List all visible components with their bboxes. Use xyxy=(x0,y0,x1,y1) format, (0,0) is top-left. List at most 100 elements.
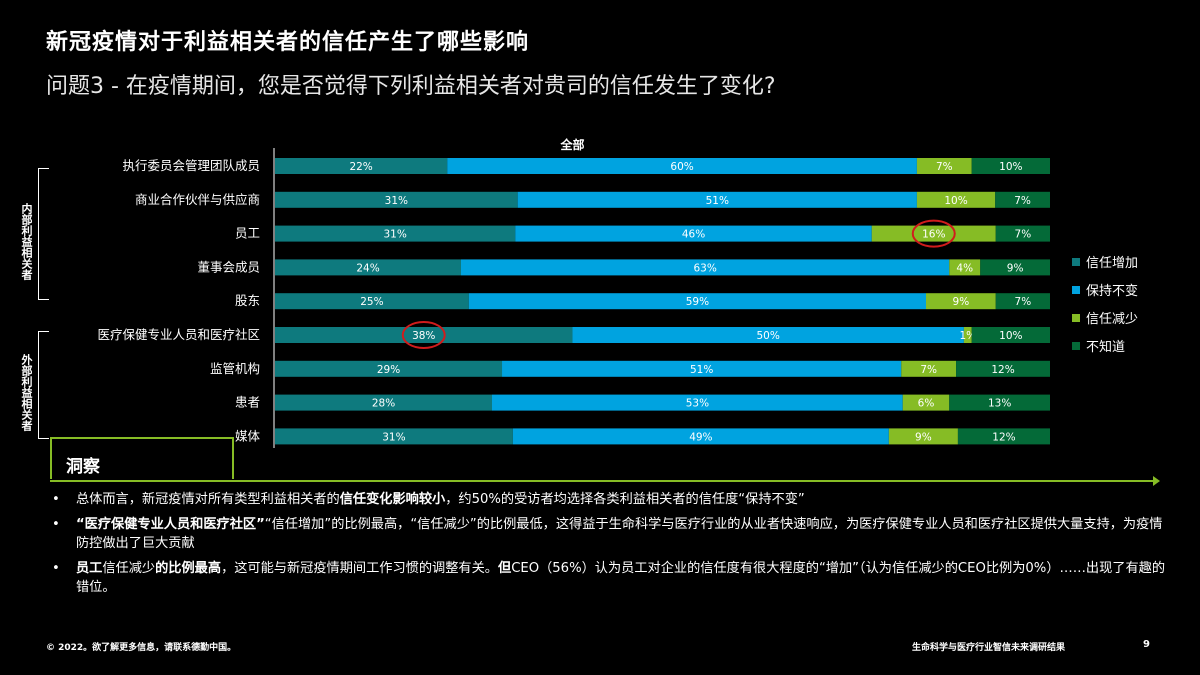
bar-segment xyxy=(502,360,902,377)
bar-value-label: 7% xyxy=(1015,296,1032,308)
bar-segment xyxy=(926,293,996,310)
bar-segment xyxy=(956,360,1050,377)
bar-segment xyxy=(995,293,1050,310)
bar-segment xyxy=(275,327,573,343)
chart-legend: 信任增加保持不变信任减少不知道 xyxy=(1072,252,1138,364)
bar-value-label: 31% xyxy=(385,195,408,207)
page-subtitle: 问题3 - 在疫情期间，您是否觉得下列利益相关者对贵司的信任发生了变化? xyxy=(46,74,776,99)
bar-value-label: 25% xyxy=(360,296,383,308)
legend-item: 保持不变 xyxy=(1072,280,1138,299)
bar-value-label: 12% xyxy=(992,431,1015,443)
insight-bullet: “医疗保健专业人员和医疗社区”“信任增加”的比例最高，“信任减少”的比例最低，这… xyxy=(46,515,1170,553)
bar-segment xyxy=(949,394,1050,411)
legend-label: 保持不变 xyxy=(1086,284,1139,299)
insight-text: 信任减少 xyxy=(102,561,156,576)
bar-segment xyxy=(447,158,917,174)
insight-text: “信任增加”的比例最高，“信任减少”的比例最低，这得益于生命科学与医疗行业的从业… xyxy=(76,517,1163,551)
bar-value-label: 7% xyxy=(1014,195,1031,207)
insight-text: “医疗保健专业人员和医疗社区” xyxy=(76,517,265,532)
bar-segment xyxy=(515,225,872,242)
insight-text: 信任变化影响较小 xyxy=(339,492,446,507)
bar-segment xyxy=(901,360,957,377)
bar-segment xyxy=(888,428,958,445)
bar-segment xyxy=(461,259,950,276)
bar-segment xyxy=(275,428,513,445)
legend-item: 不知道 xyxy=(1072,336,1138,355)
insight-text: 的比例最高 xyxy=(155,561,222,576)
bar-segment xyxy=(275,259,461,276)
category-label: 员工 xyxy=(235,226,260,241)
insight-bullet: 总体而言，新冠疫情对所有类型利益相关者的信任变化影响较小，约50%的受访者均选择… xyxy=(46,490,1170,509)
bar-value-label: 4% xyxy=(956,262,973,274)
chart-title: 全部 xyxy=(559,137,584,152)
bar-value-label: 10% xyxy=(944,195,967,207)
bar-segment xyxy=(275,225,516,242)
category-label: 监管机构 xyxy=(210,361,260,376)
bar-value-label: 12% xyxy=(991,364,1014,376)
insight-text: 员工 xyxy=(76,561,103,576)
bar-segment xyxy=(572,327,964,343)
highlight-circle xyxy=(911,219,956,248)
bar-segment xyxy=(275,158,448,174)
insight-text: ，这可能与新冠疫情期间工作习惯的调整有关。 xyxy=(221,561,498,576)
bar-value-label: 31% xyxy=(383,229,406,241)
bar-segment xyxy=(275,191,518,208)
bar-value-label: 38% xyxy=(412,330,435,342)
bar-value-label: 7% xyxy=(920,364,937,376)
bar-value-label: 49% xyxy=(689,431,712,443)
bar-value-label: 53% xyxy=(686,398,709,410)
internal-group-label: 内部利益相关者 xyxy=(20,203,33,280)
insight-text: 但 xyxy=(498,561,512,576)
bar-value-label: 10% xyxy=(999,330,1022,342)
bar-value-label: 7% xyxy=(936,161,953,173)
legend-item: 信任增加 xyxy=(1072,252,1138,271)
highlight-circle xyxy=(401,321,446,349)
bar-segment xyxy=(492,394,903,411)
bar-value-label: 9% xyxy=(953,296,970,308)
bar-segment xyxy=(949,259,981,276)
bar-value-label: 46% xyxy=(682,229,705,241)
legend-swatch xyxy=(1072,313,1080,322)
bar-segment xyxy=(995,225,1050,242)
bar-value-label: 51% xyxy=(706,195,729,207)
bar-segment xyxy=(971,327,1050,343)
category-label: 媒体 xyxy=(235,428,261,443)
bar-value-label: 29% xyxy=(377,364,400,376)
insight-bullet: 员工信任减少的比例最高，这可能与新冠疫情期间工作习惯的调整有关。但CEO（56%… xyxy=(46,559,1170,597)
bar-segment xyxy=(517,191,917,208)
category-label: 董事会成员 xyxy=(197,259,260,274)
bar-value-label: 60% xyxy=(670,161,693,173)
bar-segment xyxy=(468,293,926,310)
insight-text: ，约50%的受访者均选择各类利益相关者的信任度“保持不变” xyxy=(445,492,805,507)
category-label: 执行委员会管理团队成员 xyxy=(122,158,260,173)
bar-segment xyxy=(275,360,503,377)
bar-segment xyxy=(995,191,1050,208)
bar-value-label: 7% xyxy=(1015,229,1032,241)
legend-label: 不知道 xyxy=(1086,340,1126,355)
bar-value-label: 9% xyxy=(915,431,932,443)
bar-value-label: 50% xyxy=(757,330,780,342)
bar-value-label: 31% xyxy=(382,431,405,443)
insight-divider xyxy=(50,476,1160,486)
bar-segment xyxy=(980,259,1050,276)
bar-segment xyxy=(971,158,1050,174)
internal-group-bracket xyxy=(38,168,49,300)
bar-segment xyxy=(916,191,996,208)
bar-value-label: 28% xyxy=(372,398,395,410)
bar-value-label: 13% xyxy=(988,398,1011,410)
external-group-bracket xyxy=(38,331,49,439)
footer-copyright: © 2022。欲了解更多信息，请联系德勤中国。 xyxy=(46,643,237,653)
legend-label: 信任增加 xyxy=(1086,256,1139,271)
insight-text: CEO（56%）认为员工对企业的信任度有很大程度的“增加”（认为信任减少的CEO… xyxy=(76,561,1166,595)
legend-swatch xyxy=(1072,341,1080,350)
bar-segment xyxy=(275,293,469,310)
bar-segment xyxy=(902,394,950,411)
legend-swatch xyxy=(1072,257,1080,266)
bar-segment xyxy=(275,394,492,411)
bar-value-label: 59% xyxy=(686,296,709,308)
insight-bullets: 总体而言，新冠疫情对所有类型利益相关者的信任变化影响较小，约50%的受访者均选择… xyxy=(46,490,1170,603)
bar-segment xyxy=(871,225,996,242)
footer-report-name: 生命科学与医疗行业智信未来调研结果 xyxy=(912,643,1066,653)
legend-item: 信任减少 xyxy=(1072,308,1138,327)
